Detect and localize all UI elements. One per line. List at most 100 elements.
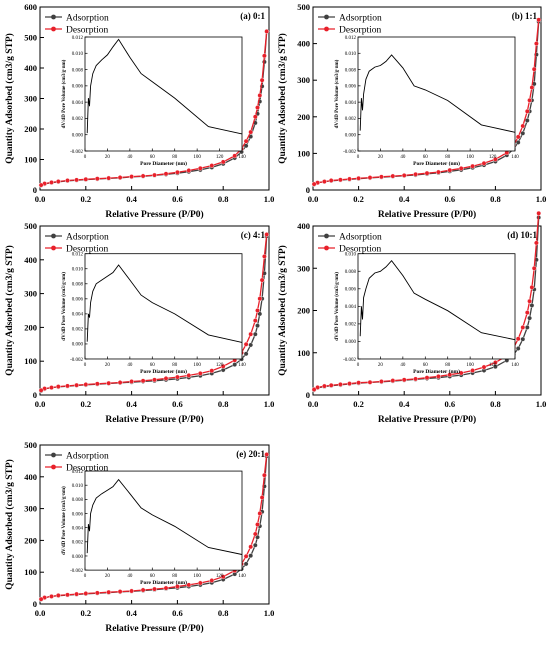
series-marker-1	[49, 179, 54, 185]
legend-marker-0	[324, 14, 329, 20]
x-axis-label: Relative Pressure (P/P0)	[105, 414, 203, 425]
inset-x-tick-label: 140	[238, 155, 246, 160]
x-tick-label: 0.2	[353, 194, 364, 204]
series-marker-1	[94, 176, 100, 182]
series-marker-1	[106, 380, 112, 386]
inset-y-tick-label: 0.002	[345, 323, 357, 328]
series-marker-1	[311, 181, 317, 187]
series-marker-1	[529, 85, 535, 90]
series-marker-1	[140, 587, 146, 593]
legend-marker-1	[51, 464, 56, 470]
series-marker-1	[248, 129, 254, 135]
inset-x-tick-label: 60	[150, 574, 156, 579]
inset-x-tick-label: 140	[238, 574, 246, 579]
series-marker-1	[356, 175, 361, 181]
series-marker-1	[515, 134, 521, 140]
series-marker-1	[259, 495, 265, 500]
inset-y-tick-label: 0.008	[72, 498, 84, 503]
series-marker-1	[401, 377, 407, 383]
series-marker-1	[74, 591, 80, 597]
y-tick-label: 100	[24, 356, 37, 366]
inset-pore-curve	[86, 478, 243, 555]
x-tick-label: 0.6	[172, 194, 183, 204]
series-marker-1	[264, 452, 270, 457]
series-marker-1	[220, 363, 226, 369]
inset-y-tick-label: 0.006	[72, 512, 84, 517]
x-tick-label: 0.0	[35, 399, 46, 409]
inset-x-tick-label: 40	[127, 155, 133, 160]
inset-chart: 0 20 40 60 80 100 120 140 -0.002 0.000 0.002 0.004 0…	[62, 470, 246, 586]
y-tick-label: 500	[24, 440, 37, 450]
inset-x-tick-label: 120	[216, 155, 224, 160]
y-tick-label: 600	[24, 2, 37, 12]
inset-x-axis-label: Pore Diameter (nm)	[140, 160, 187, 167]
series-marker-1	[435, 373, 441, 379]
series-marker-1	[152, 377, 157, 383]
series-marker-1	[209, 163, 215, 169]
inset-pore-curve	[86, 38, 243, 135]
series-marker-0	[527, 315, 532, 321]
series-marker-1	[83, 176, 89, 182]
inset-x-tick-label: 0	[357, 363, 360, 368]
inset-y-tick-label: 0.000	[345, 134, 357, 139]
inset-x-tick-label: 0	[357, 155, 360, 160]
y-tick-label: 200	[24, 124, 37, 134]
y-tick-label: 400	[24, 472, 37, 482]
series-marker-1	[481, 160, 487, 166]
series-marker-1	[527, 298, 532, 304]
series-marker-1	[458, 165, 464, 171]
inset-x-tick-label: 80	[172, 363, 178, 368]
inset-y-tick-label: 0.004	[345, 305, 357, 310]
series-marker-1	[106, 589, 112, 595]
series-marker-1	[220, 159, 226, 165]
series-marker-1	[83, 382, 89, 387]
series-marker-1	[447, 167, 453, 173]
series-marker-1	[65, 383, 70, 389]
inset-y-axis-label: dV/dD Pore Volume (cm3/g·nm)	[335, 272, 340, 341]
inset-y-tick-label: 0.006	[72, 85, 84, 90]
x-tick-label: 0.6	[444, 399, 455, 409]
inset-x-axis-label: Pore Diameter (nm)	[140, 579, 187, 586]
inset-y-tick-label: 0.010	[345, 253, 357, 258]
series-marker-1	[252, 318, 258, 323]
series-marker-1	[435, 169, 441, 175]
x-tick-label: 0.0	[308, 194, 319, 204]
series-marker-1	[152, 172, 157, 178]
inset-y-tick-label: 0.000	[72, 134, 84, 139]
series-marker-1	[492, 360, 498, 365]
chart-panel-3: 0.0 0.2 0.4 0.6 0.8 1.00100200300400Relative …	[277, 210, 546, 425]
series-marker-1	[261, 472, 267, 478]
y-tick-label: 0	[306, 390, 310, 400]
series-marker-1	[186, 372, 192, 378]
series-marker-1	[74, 382, 80, 388]
series-marker-1	[534, 240, 539, 246]
inset-x-tick-label: 120	[216, 574, 224, 579]
series-marker-1	[243, 341, 249, 347]
inset-y-tick-label: 0.008	[72, 283, 84, 288]
series-marker-1	[38, 182, 44, 188]
series-marker-1	[390, 378, 396, 383]
legend-label-1: Desorption	[339, 26, 381, 36]
series-marker-1	[529, 284, 535, 290]
inset-x-tick-label: 100	[466, 363, 474, 368]
inset-x-axis-label: Pore Diameter (nm)	[140, 368, 187, 375]
inset-y-tick-label: -0.002	[70, 150, 83, 155]
inset-chart: 0 20 40 60 80 100 120 140 -0.002 0.000 0.002 0.004 0…	[335, 36, 519, 167]
series-marker-1	[232, 153, 238, 159]
series-marker-1	[367, 175, 373, 181]
series-marker-1	[94, 590, 100, 596]
inset-y-tick-label: 0.010	[345, 52, 357, 57]
inset-frame	[357, 36, 516, 152]
series-marker-1	[49, 385, 54, 390]
y-axis-label: Quantity Adsorbed (cm3/g STP)	[4, 245, 15, 376]
series-marker-1	[257, 93, 263, 98]
inset-y-tick-label: 0.010	[72, 52, 84, 57]
series-marker-1	[470, 368, 475, 373]
series-marker-1	[197, 370, 203, 376]
inset-x-tick-label: 40	[400, 155, 406, 160]
series-marker-1	[94, 381, 100, 387]
series-marker-1	[243, 138, 249, 144]
series-marker-1	[261, 53, 267, 59]
panel-label: (b) 1:1	[512, 11, 538, 21]
series-marker-1	[458, 370, 464, 376]
